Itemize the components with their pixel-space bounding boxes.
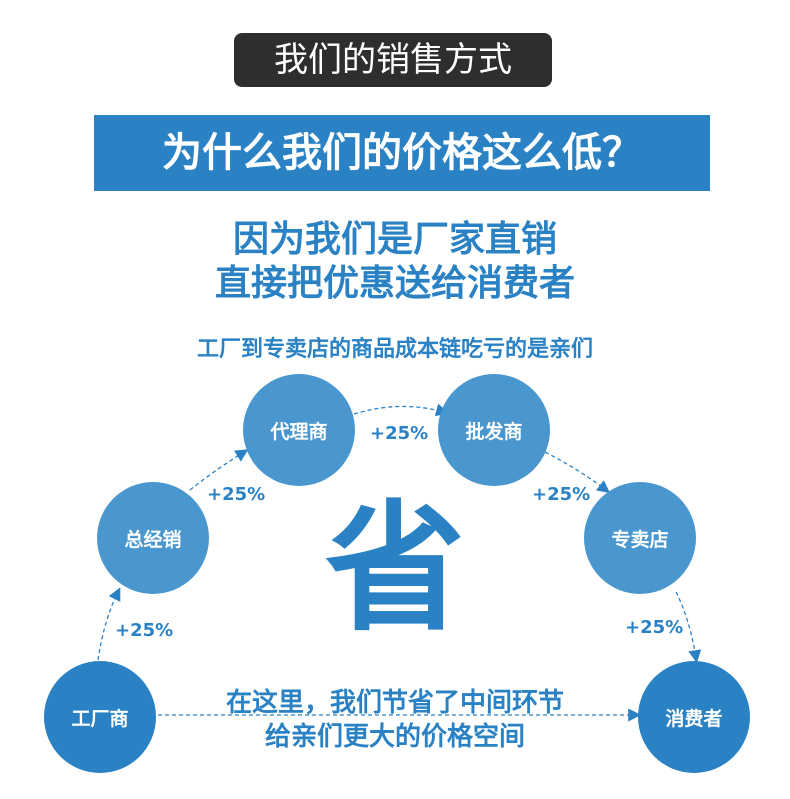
- node-factory: 工厂商: [44, 661, 156, 773]
- arrow-3: [353, 403, 450, 417]
- sales-method-label: 我们的销售方式: [234, 33, 552, 87]
- markup-3: +25%: [370, 423, 429, 444]
- node-agent: 代理商: [243, 374, 355, 486]
- node-store: 专卖店: [584, 482, 696, 594]
- bottom-line-1: 在这里，我们节省了中间环节: [225, 688, 564, 718]
- arrow-1: [97, 587, 121, 661]
- reason-line-1: 因为我们是厂家直销: [232, 219, 557, 260]
- node-wholesaler: 批发商: [438, 374, 550, 486]
- node-consumer: 消费者: [638, 661, 750, 773]
- markup-5: +25%: [625, 617, 684, 638]
- reason-line-2: 直接把优惠送给消费者: [214, 263, 575, 304]
- bottom-line-2: 给亲们更大的价格空间: [264, 722, 525, 752]
- question-banner: 为什么我们的价格这么低？: [94, 115, 710, 191]
- save-character: 省: [324, 488, 465, 651]
- node-general-distributor: 总经销: [97, 482, 209, 594]
- markup-1: +25%: [115, 620, 174, 641]
- markup-2: +25%: [207, 484, 266, 505]
- markup-4: +25%: [532, 484, 591, 505]
- arrow-4: [544, 451, 611, 494]
- chain-caption: 工厂到专卖店的商品成本链吃亏的是亲们: [196, 337, 593, 362]
- arrow-2: [189, 449, 249, 491]
